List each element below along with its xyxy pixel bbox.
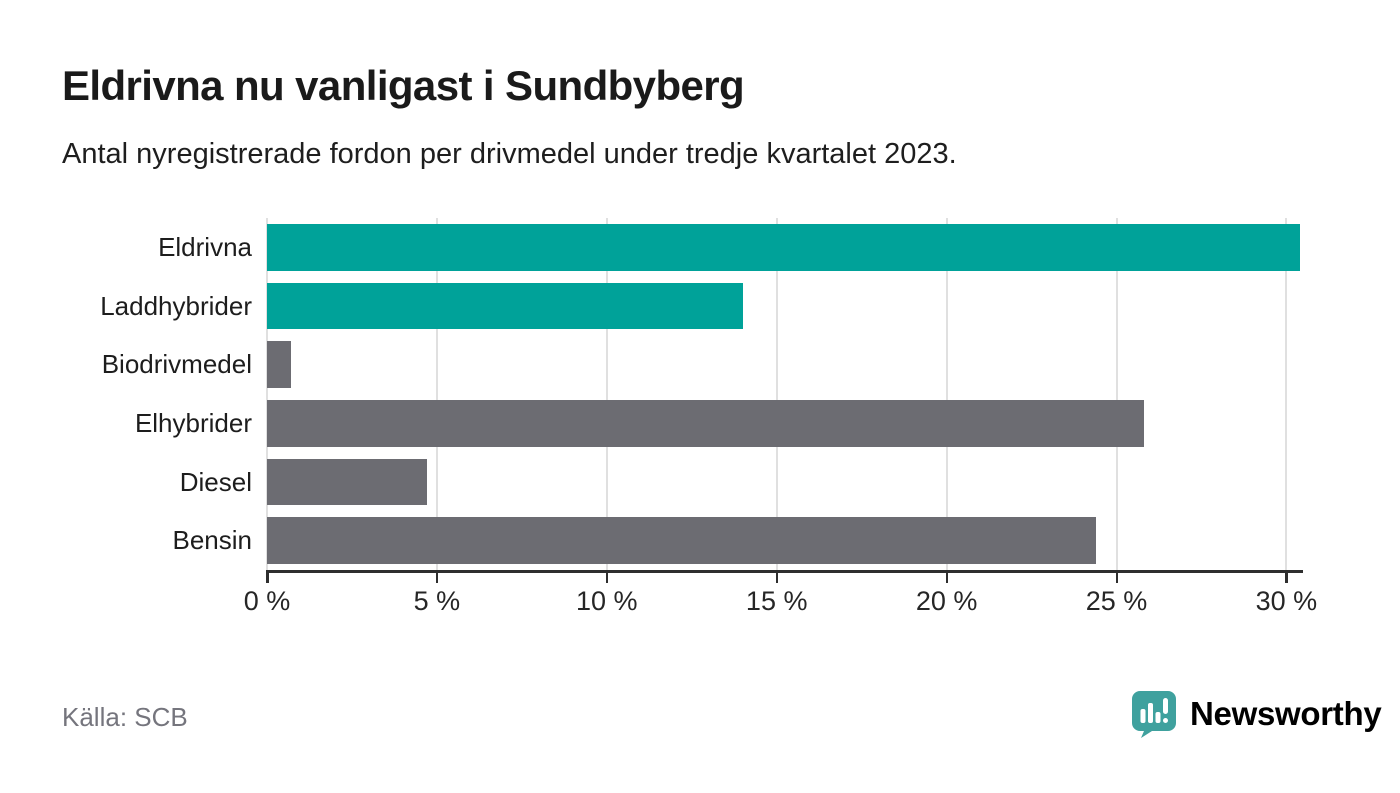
gridline-5	[435, 218, 438, 570]
x-axis-line	[266, 570, 1303, 573]
category-label-laddhybrider: Laddhybrider	[100, 290, 252, 321]
gridline-0	[266, 218, 268, 570]
category-axis-labels: Eldrivna Laddhybrider Biodrivmedel Elhybrid…	[40, 218, 252, 570]
bar-chart-speech-bubble-icon	[1132, 691, 1176, 738]
gridline-10	[605, 218, 608, 570]
bar-bensin	[267, 517, 1097, 565]
gridline-20	[945, 218, 948, 570]
x-axis-tick-20	[945, 570, 949, 583]
gridline-15	[775, 218, 778, 570]
newsworthy-logo: Newsworthy	[1131, 690, 1382, 738]
x-axis-tick-10	[605, 570, 609, 583]
category-label-eldrivna: Eldrivna	[158, 232, 252, 262]
bar-laddhybrider	[267, 282, 743, 330]
bar-eldrivna	[267, 224, 1300, 271]
x-axis-tick-5	[435, 570, 439, 583]
category-label-biodrivmedel: Biodrivmedel	[101, 349, 252, 380]
x-axis-tick-label: 10 %	[576, 586, 638, 616]
x-axis-tick-30	[1285, 570, 1288, 583]
x-axis-tick-25	[1115, 570, 1118, 583]
bar-chart-plot-area: 0 % 5 % 10 % 15 % 20 % 25 % 30 %	[244, 218, 1317, 616]
category-label-bensin: Bensin	[172, 525, 253, 556]
bar-diesel	[267, 458, 427, 506]
source-note: Källa: SCB	[62, 702, 188, 732]
page-title: Eldrivna nu vanligast i Sundbyberg	[62, 62, 745, 109]
page-subtitle: Antal nyregistrerade fordon per drivmede…	[62, 138, 957, 170]
bar-elhybrider	[267, 400, 1144, 447]
x-axis-tick-0	[266, 570, 269, 583]
gridline-25	[1115, 218, 1118, 570]
bar-biodrivmedel	[267, 341, 291, 389]
category-label-elhybrider: Elhybrider	[134, 408, 252, 438]
gridline-30	[1285, 218, 1288, 570]
newsworthy-wordmark: Newsworthy	[1190, 695, 1382, 732]
x-axis-tick-label: 20 %	[915, 586, 978, 616]
x-axis-tick-15	[775, 570, 779, 583]
category-label-diesel: Diesel	[179, 466, 252, 497]
x-axis-tick-label: 0 %	[243, 586, 291, 616]
x-axis-tick-label: 15 %	[745, 586, 808, 616]
x-axis-tick-label: 30 %	[1255, 586, 1318, 616]
x-axis-tick-label: 25 %	[1085, 586, 1148, 616]
x-axis-tick-label: 5 %	[413, 586, 461, 616]
